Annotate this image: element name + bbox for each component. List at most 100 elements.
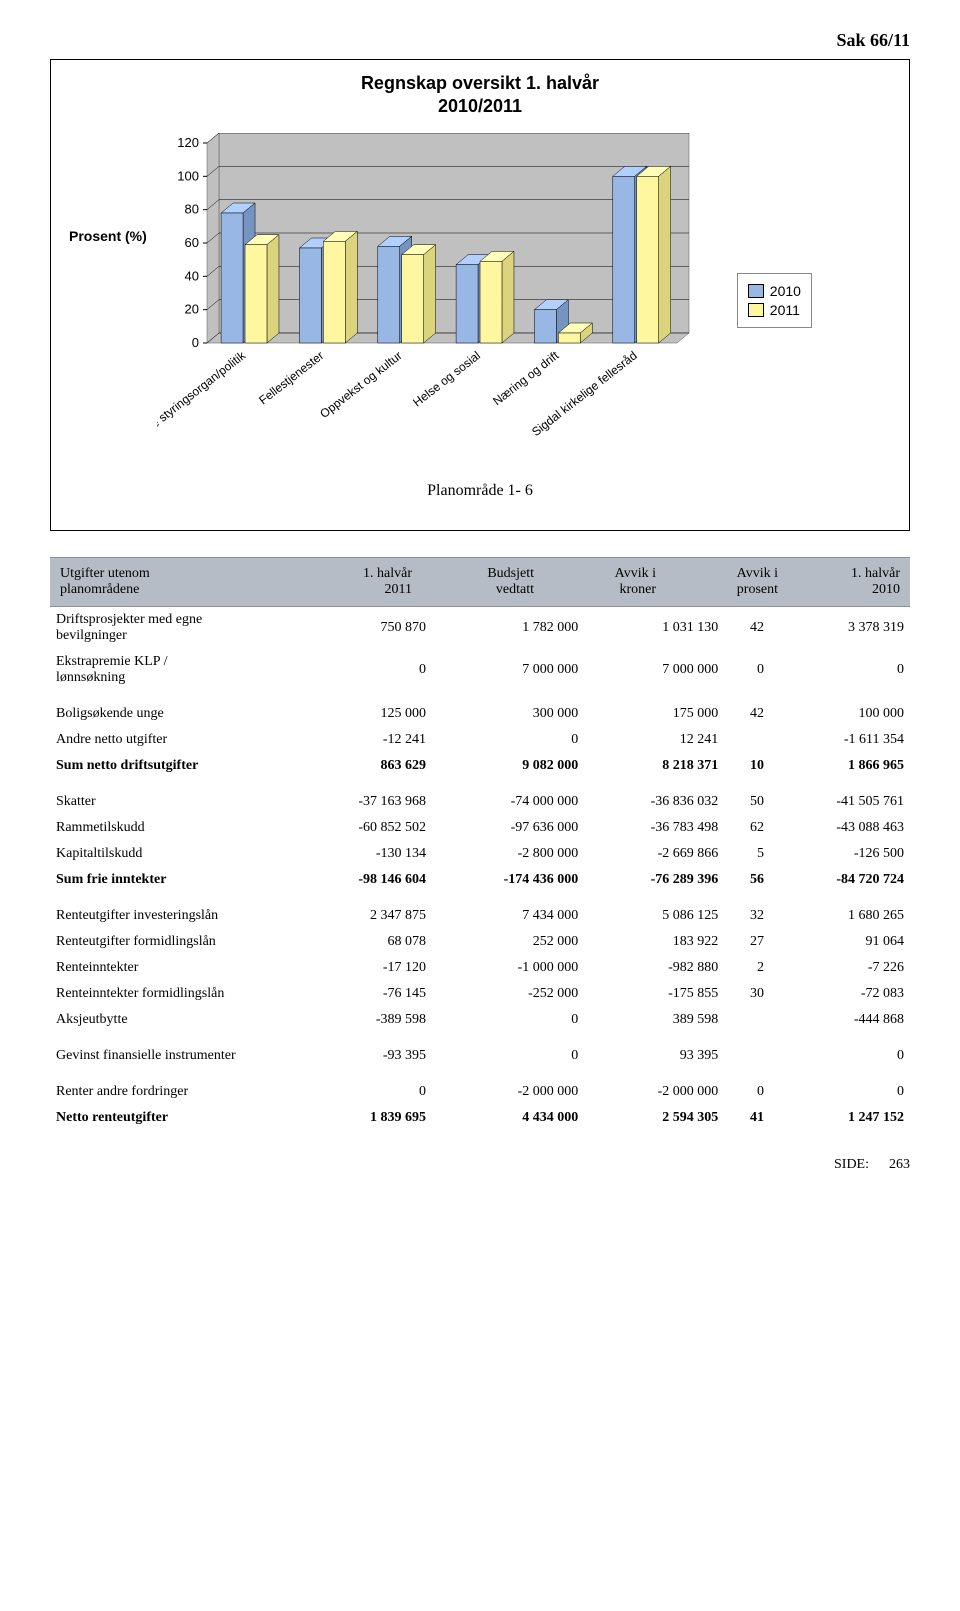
row-value: 7 434 000: [432, 903, 584, 929]
row-value: 3 378 319: [770, 607, 910, 649]
table-row: Renteutgifter formidlingslån68 078252 00…: [50, 929, 910, 955]
row-value: -1 611 354: [770, 727, 910, 753]
table-row: Driftsprosjekter med egnebevilgninger750…: [50, 607, 910, 649]
row-label: Ekstrapremie KLP /lønnsøkning: [50, 649, 292, 691]
row-value: -2 000 000: [584, 1079, 724, 1105]
row-value: 0: [432, 1007, 584, 1033]
row-value: -2 000 000: [432, 1079, 584, 1105]
table-row: Boligsøkende unge125 000300 000175 00042…: [50, 701, 910, 727]
row-label: Rammetilskudd: [50, 815, 292, 841]
row-label: Renteinntekter: [50, 955, 292, 981]
row-value: 0: [770, 1043, 910, 1069]
row-value: 0: [724, 649, 770, 691]
row-value: 41: [724, 1105, 770, 1131]
row-value: -444 868: [770, 1007, 910, 1033]
row-value: -93 395: [292, 1043, 432, 1069]
row-value: -2 669 866: [584, 841, 724, 867]
table-row: Renteinntekter formidlingslån-76 145-252…: [50, 981, 910, 1007]
table-row: Sum frie inntekter-98 146 604-174 436 00…: [50, 867, 910, 893]
table-header-band: Utgifter utenom planområdene 1. halvår 2…: [50, 557, 910, 607]
row-value: -36 783 498: [584, 815, 724, 841]
svg-text:60: 60: [184, 235, 198, 250]
table-row: Andre netto utgifter-12 241012 241-1 611…: [50, 727, 910, 753]
row-value: -12 241: [292, 727, 432, 753]
row-label: Skatter: [50, 789, 292, 815]
row-value: -72 083: [770, 981, 910, 1007]
hdr-c3a: Budsjett: [487, 566, 534, 581]
row-value: 0: [724, 1079, 770, 1105]
hdr-c5a: Avvik i: [737, 566, 778, 581]
row-value: 0: [770, 1079, 910, 1105]
svg-text:Fellestjenester: Fellestjenester: [256, 348, 326, 407]
hdr-c2a: 1. halvår: [363, 566, 412, 581]
hdr-c1a: Utgifter utenom: [60, 566, 150, 581]
row-value: 183 922: [584, 929, 724, 955]
row-value: 7 000 000: [432, 649, 584, 691]
row-label: Boligsøkende unge: [50, 701, 292, 727]
row-value: -76 145: [292, 981, 432, 1007]
hdr-c3b: vedtatt: [496, 582, 534, 597]
svg-text:Næring og drift: Næring og drift: [490, 348, 562, 408]
row-value: -84 720 724: [770, 867, 910, 893]
row-value: -2 800 000: [432, 841, 584, 867]
svg-text:0: 0: [192, 335, 199, 350]
row-value: -982 880: [584, 955, 724, 981]
hdr-c6b: 2010: [872, 582, 900, 597]
row-value: 42: [724, 607, 770, 649]
row-value: 5 086 125: [584, 903, 724, 929]
row-value: 0: [432, 727, 584, 753]
row-value: 300 000: [432, 701, 584, 727]
legend-label-2010: 2010: [770, 283, 801, 299]
page-footer: SIDE: 263: [50, 1157, 910, 1173]
row-value: -174 436 000: [432, 867, 584, 893]
row-value: 12 241: [584, 727, 724, 753]
row-value: 1 247 152: [770, 1105, 910, 1131]
row-value: [724, 1043, 770, 1069]
row-label: Renteutgifter investeringslån: [50, 903, 292, 929]
hdr-c2b: 2011: [385, 582, 412, 597]
row-value: 2: [724, 955, 770, 981]
row-value: 252 000: [432, 929, 584, 955]
row-value: -126 500: [770, 841, 910, 867]
row-value: -74 000 000: [432, 789, 584, 815]
row-value: 93 395: [584, 1043, 724, 1069]
row-value: 389 598: [584, 1007, 724, 1033]
row-value: [724, 727, 770, 753]
table-row: Aksjeutbytte-389 5980389 598-444 868: [50, 1007, 910, 1033]
hdr-c5b: prosent: [737, 582, 778, 597]
chart-title-line1: Regnskap oversikt 1. halvår: [361, 73, 599, 93]
row-value: -175 855: [584, 981, 724, 1007]
hdr-c4a: Avvik i: [615, 566, 656, 581]
row-value: 50: [724, 789, 770, 815]
row-value: 0: [432, 1043, 584, 1069]
row-value: 1 866 965: [770, 753, 910, 779]
svg-text:Sentrale styringsorgan/politik: Sentrale styringsorgan/politik: [157, 347, 249, 454]
hdr-c6a: 1. halvår: [851, 566, 900, 581]
row-label: Sum netto driftsutgifter: [50, 753, 292, 779]
y-axis-label: Prosent (%): [69, 133, 147, 244]
row-label: Driftsprosjekter med egnebevilgninger: [50, 607, 292, 649]
svg-text:Helse og sosial: Helse og sosial: [410, 348, 483, 409]
svg-text:120: 120: [177, 135, 199, 150]
row-value: 62: [724, 815, 770, 841]
table-row: Netto renteutgifter1 839 6954 434 0002 5…: [50, 1105, 910, 1131]
row-value: 1 031 130: [584, 607, 724, 649]
row-value: 56: [724, 867, 770, 893]
row-value: 1 839 695: [292, 1105, 432, 1131]
row-value: 68 078: [292, 929, 432, 955]
row-label: Renteutgifter formidlingslån: [50, 929, 292, 955]
row-value: -97 636 000: [432, 815, 584, 841]
row-value: -60 852 502: [292, 815, 432, 841]
page-number: 263: [889, 1157, 910, 1173]
table-row: Sum netto driftsutgifter863 6299 082 000…: [50, 753, 910, 779]
row-value: -43 088 463: [770, 815, 910, 841]
row-value: -36 836 032: [584, 789, 724, 815]
table-row: Kapitaltilskudd-130 134-2 800 000-2 669 …: [50, 841, 910, 867]
row-value: 91 064: [770, 929, 910, 955]
row-label: Renter andre fordringer: [50, 1079, 292, 1105]
table-row: Skatter-37 163 968-74 000 000-36 836 032…: [50, 789, 910, 815]
legend-item-2011: 2011: [748, 302, 801, 318]
svg-text:80: 80: [184, 201, 198, 216]
row-value: -76 289 396: [584, 867, 724, 893]
row-value: 125 000: [292, 701, 432, 727]
